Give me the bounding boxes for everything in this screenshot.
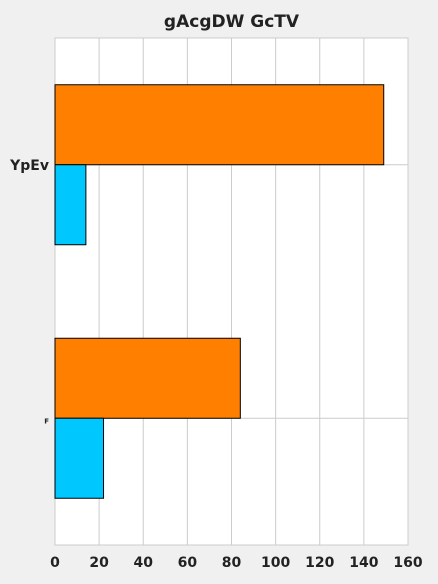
x-tick-label-1: 20 <box>89 555 109 571</box>
bar-YpEv-series-0 <box>54 84 385 166</box>
x-axis-ticks: 0 20 40 60 80 100 120 140 160 <box>50 555 423 571</box>
x-tick-label-0: 0 <box>50 555 60 571</box>
bar-F-series-0 <box>54 337 241 419</box>
x-tick-label-4: 80 <box>222 555 242 571</box>
x-tick-label-6: 120 <box>305 555 334 571</box>
x-tick-label-5: 100 <box>261 555 290 571</box>
x-tick-label-7: 140 <box>349 555 378 571</box>
bars <box>54 84 385 499</box>
x-tick-label-8: 160 <box>393 555 422 571</box>
x-tick-label-3: 60 <box>178 555 198 571</box>
y-axis-labels: YpEv F <box>9 158 49 426</box>
y-category-label-0: YpEv <box>9 158 49 174</box>
bar-F-series-1 <box>54 417 105 499</box>
x-tick-label-2: 40 <box>134 555 154 571</box>
bar-YpEv-series-1 <box>54 164 87 246</box>
chart-title: gAcgDW GcTV <box>164 12 300 32</box>
y-category-label-1: F <box>44 417 49 425</box>
